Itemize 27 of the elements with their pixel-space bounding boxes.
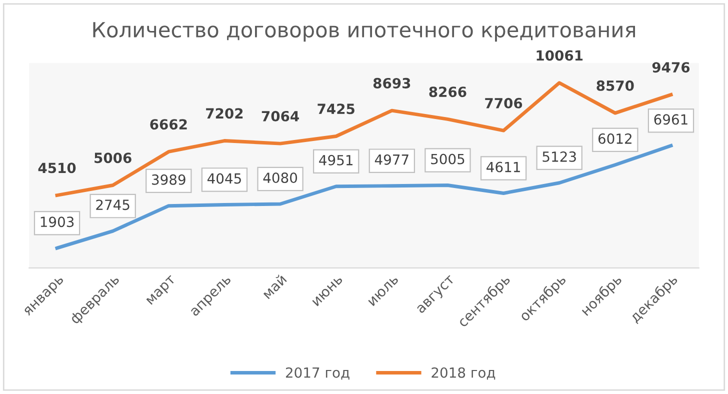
- data-label: 7425: [318, 104, 354, 114]
- data-label: 8570: [596, 80, 634, 91]
- data-label: 4080: [263, 172, 298, 184]
- data-label: 4510: [38, 162, 76, 174]
- data-label: 5123: [542, 151, 576, 162]
- data-label: 7064: [262, 110, 299, 122]
- data-label: 6662: [150, 119, 187, 130]
- data-label: 3989: [152, 174, 186, 185]
- data-label: 4611: [486, 162, 520, 172]
- data-label: 4045: [207, 173, 241, 184]
- data-label: 6012: [598, 133, 632, 144]
- legend-label: 2018 год: [432, 367, 496, 380]
- data-label: 4951: [319, 154, 352, 166]
- data-label: 2745: [96, 200, 130, 210]
- data-label: 9476: [652, 62, 690, 73]
- data-label: 1903: [40, 216, 74, 228]
- data-label: 7202: [206, 108, 243, 119]
- chart-title: Количество договоров ипотечного кредитования: [93, 22, 635, 42]
- data-label: 10061: [536, 50, 583, 61]
- data-label: 7706: [485, 98, 522, 108]
- data-label: 4977: [374, 154, 408, 165]
- data-label: 8266: [429, 86, 466, 98]
- data-label: 6961: [654, 114, 688, 125]
- data-label: 5005: [431, 154, 464, 164]
- data-label: 5006: [94, 152, 132, 164]
- data-label: 8693: [373, 78, 410, 88]
- legend-label: 2017 год: [286, 367, 350, 380]
